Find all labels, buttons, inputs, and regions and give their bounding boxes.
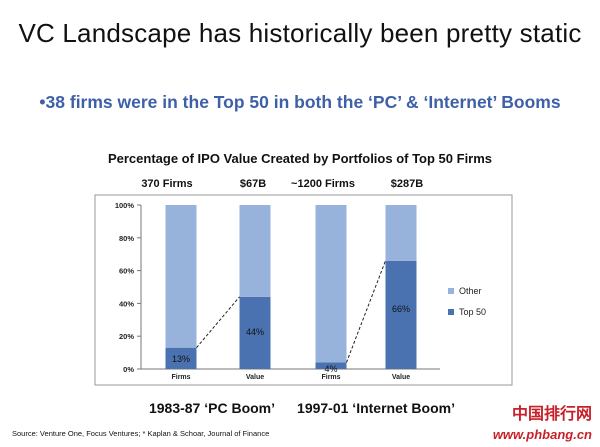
source-note: Source: Venture One, Focus Ventures; * K… (12, 429, 270, 438)
chart-title: Percentage of IPO Value Created by Portf… (107, 151, 493, 166)
legend-label-other: Other (459, 286, 482, 296)
bar-top50 (239, 296, 271, 369)
bar-other (385, 205, 417, 261)
watermark-line-2: www.phbang.cn (492, 427, 592, 442)
data-label: 4% (324, 364, 337, 374)
slide-title: VC Landscape has historically been prett… (18, 18, 582, 48)
watermark-line-1: 中国排行网 (511, 406, 592, 423)
chart-frame (94, 194, 513, 386)
y-tick-label: 100% (115, 201, 135, 210)
y-tick-label: 20% (119, 332, 134, 341)
bar-top50 (385, 260, 417, 369)
y-tick-label: 60% (119, 267, 134, 276)
era-label-internet-boom: 1997-01 ‘Internet Boom’ (297, 400, 455, 416)
watermark: 中国排行网 www.phbang.cn (492, 406, 592, 442)
dashed-connector (196, 296, 240, 349)
bar-other (315, 205, 347, 363)
top-label-firms-1997: ~1200 Firms (291, 178, 355, 190)
bar-other (239, 205, 271, 297)
x-tick-label: Firms (321, 374, 340, 381)
y-tick-label: 80% (119, 234, 134, 243)
era-label-pc-boom: 1983-87 ‘PC Boom’ (148, 400, 276, 416)
y-tick-label: 40% (119, 299, 134, 308)
x-tick-label: Firms (171, 374, 190, 381)
top-label-value-1983: $67B (239, 178, 267, 190)
legend-swatch-other (448, 288, 454, 294)
top-label-firms-1983: 370 Firms (141, 178, 193, 190)
bar-top50 (165, 347, 197, 369)
y-tick-label: 0% (123, 365, 134, 374)
data-label: 66% (392, 304, 410, 314)
data-label: 44% (246, 327, 264, 337)
bullet-point: •38 firms were in the Top 50 in both the… (39, 92, 561, 112)
bar-other (165, 205, 197, 348)
legend-swatch-top50 (448, 309, 454, 315)
dashed-connector (346, 260, 386, 363)
x-tick-label: Value (392, 374, 410, 381)
legend-label-top50: Top 50 (459, 307, 486, 317)
x-tick-label: Value (246, 374, 264, 381)
bar-top50 (315, 362, 347, 369)
data-label: 13% (172, 354, 190, 364)
top-label-value-1997: $287B (390, 178, 424, 190)
